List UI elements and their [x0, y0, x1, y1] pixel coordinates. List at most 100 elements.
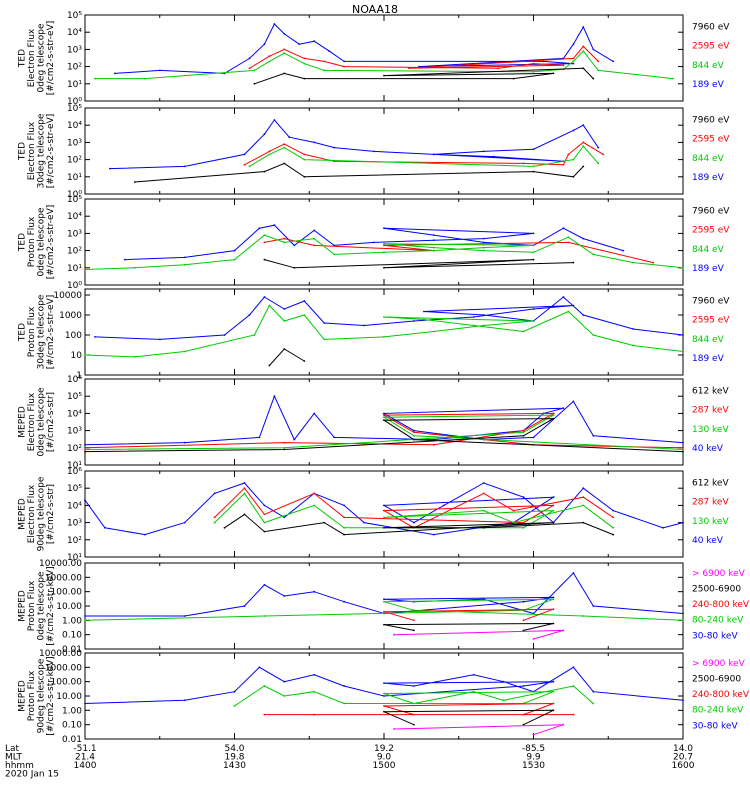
legend-entry: 40 keV: [692, 536, 724, 546]
data-point: [682, 619, 684, 622]
data-point: [562, 723, 565, 726]
data-point: [183, 256, 186, 259]
data-point: [522, 723, 525, 726]
legend-entry: 287 keV: [692, 498, 729, 508]
data-point: [303, 300, 306, 302]
y-axis-label-line: 30deg telescope: [37, 294, 47, 369]
data-point: [512, 509, 515, 512]
data-point: [532, 308, 535, 310]
data-point: [183, 615, 186, 617]
data-point: [582, 165, 585, 168]
legend-entry: 30-80 keV: [692, 721, 738, 731]
data-point: [313, 492, 316, 495]
y-axis-label-line: [#/cm2-s-str]: [46, 392, 56, 452]
data-point: [612, 516, 615, 519]
legend-entry: 844 eV: [692, 245, 725, 255]
data-point: [532, 170, 535, 173]
y-tick-label: 10000.00: [39, 559, 82, 569]
data-point: [258, 436, 261, 439]
data-point: [283, 237, 286, 240]
data-point: [223, 334, 226, 336]
y-axis-label-line: MEPED: [18, 680, 28, 712]
data-point: [592, 253, 595, 256]
y-tick-label: 10²: [67, 536, 82, 546]
y-tick-label: 100.00: [51, 678, 83, 688]
footer-tick-lat: 14.0: [673, 744, 693, 754]
data-point: [263, 296, 266, 298]
legend-entry: 130 keV: [692, 517, 729, 527]
data-point: [597, 162, 600, 165]
data-point: [572, 129, 575, 132]
data-point: [248, 67, 251, 70]
data-point: [562, 296, 565, 298]
series-line-4: [254, 67, 594, 85]
data-point: [572, 60, 575, 63]
y-axis-label-line: TED: [18, 233, 28, 252]
footer-row-label: Lat: [5, 744, 20, 754]
series-line-1: [85, 572, 684, 617]
panel-1: 10⁰ 10¹ 10² 10³ 10⁴ 10⁵ TEDElectron Flux0deg t…: [18, 11, 731, 107]
legend-entry: 844 eV: [692, 61, 725, 71]
data-point: [343, 685, 345, 687]
data-point: [413, 723, 415, 726]
data-point: [383, 227, 385, 230]
data-point: [84, 615, 86, 617]
series-line-2: [244, 141, 604, 166]
data-point: [482, 598, 485, 601]
y-tick-label: 10⁵: [67, 11, 82, 21]
y-tick-label: 10³: [67, 427, 82, 437]
legend-entry: 612 keV: [692, 479, 729, 489]
y-axis-label-line: [#/cm2-s-str-eV]: [46, 295, 56, 370]
data-point: [582, 504, 585, 507]
data-point: [408, 67, 410, 70]
y-axis-label: TEDProton Flux30deg telescope[#/cm2-s-st…: [18, 294, 57, 369]
data-point: [552, 622, 555, 625]
data-point: [233, 249, 236, 252]
data-point: [383, 419, 385, 422]
footer-axis: LatMLThhmm-51.121.4140054.019.8143019.29…: [5, 744, 695, 780]
data-point: [522, 496, 525, 499]
data-point: [522, 629, 525, 632]
series-line-2: [249, 45, 599, 69]
data-point: [84, 450, 86, 453]
data-point: [562, 163, 565, 166]
data-point: [383, 598, 385, 601]
data-point: [572, 304, 575, 307]
y-tick-label: 10⁵: [67, 392, 82, 402]
data-point: [572, 62, 575, 65]
footer-tick-lat: 19.2: [374, 744, 394, 754]
series-line-3: [269, 348, 305, 366]
data-point: [273, 23, 276, 25]
data-point: [552, 596, 555, 599]
data-point: [532, 436, 535, 439]
legend-entry: 7960 eV: [692, 116, 730, 126]
data-point: [413, 438, 415, 441]
data-point: [567, 310, 570, 313]
data-point: [213, 521, 216, 524]
data-point: [562, 227, 565, 230]
series-line-2: [84, 304, 684, 358]
series-line-1: [109, 119, 599, 170]
data-point: [682, 334, 684, 336]
data-point: [413, 320, 415, 322]
footer-tick-mlt: 20.7: [673, 753, 693, 763]
data-point: [497, 67, 500, 70]
panel-6: 10¹ 10² 10³ 10⁴ 10⁵ 10⁶ MEPEDElectron Flux90de…: [18, 467, 730, 563]
footer-row-label: MLT: [5, 753, 23, 763]
panel-frame: [84, 14, 684, 102]
data-point: [562, 629, 565, 632]
y-tick-label: 0.10: [62, 721, 82, 731]
y-tick-label: 10: [71, 351, 83, 361]
data-point: [413, 429, 415, 432]
data-point: [552, 509, 555, 512]
data-point: [313, 673, 316, 676]
panel-3: 10⁰ 10¹ 10² 10³ 10⁴ 10⁵ TEDProton Flux0deg tel…: [18, 195, 731, 291]
series-line-5: [393, 629, 564, 640]
data-point: [632, 328, 635, 330]
data-point: [482, 482, 485, 484]
legend-entry: 7960 eV: [692, 297, 730, 307]
data-point: [383, 682, 385, 684]
data-point: [482, 324, 485, 327]
data-point: [263, 241, 266, 244]
data-point: [597, 69, 600, 72]
